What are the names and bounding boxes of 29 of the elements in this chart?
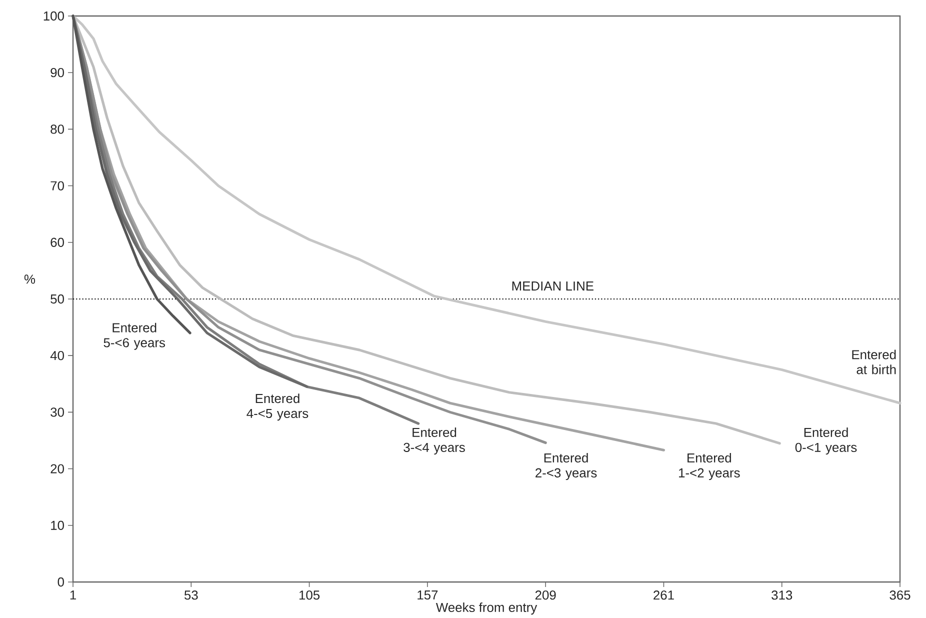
series-label: Entered 1-<2 years bbox=[679, 453, 740, 480]
series-label: Entered 3-<4 years bbox=[404, 428, 465, 455]
x-tick-label: 105 bbox=[299, 590, 320, 600]
x-tick-label: 1 bbox=[70, 590, 76, 600]
series-label: Entered 5-<6 years bbox=[104, 322, 166, 350]
series-label: Entered at birth bbox=[852, 350, 896, 374]
y-tick-label: 10 bbox=[51, 520, 64, 530]
series-label: Entered 4-<5 years bbox=[246, 394, 308, 421]
x-tick-label: 365 bbox=[890, 590, 910, 600]
x-tick-label: 209 bbox=[535, 590, 556, 600]
x-tick-label: 261 bbox=[654, 590, 674, 600]
series-label: Entered 0-<1 years bbox=[795, 428, 857, 455]
series-label: Entered 2-<3 years bbox=[536, 453, 597, 480]
y-tick-label: 80 bbox=[50, 124, 64, 134]
x-tick-label: 53 bbox=[184, 590, 198, 600]
ref-line-label: MEDIAN LINE bbox=[512, 282, 594, 291]
y-tick-label: 60 bbox=[50, 238, 64, 248]
y-axis-title: % bbox=[24, 274, 36, 284]
y-tick-label: 100 bbox=[44, 11, 64, 21]
y-tick-label: 20 bbox=[50, 464, 64, 474]
x-tick-label: 313 bbox=[772, 590, 792, 600]
x-tick-label: 157 bbox=[418, 590, 438, 600]
y-tick-label: 90 bbox=[50, 68, 64, 78]
y-tick-label: 30 bbox=[50, 408, 64, 417]
y-tick-label: 40 bbox=[50, 351, 64, 360]
y-tick-label: 70 bbox=[50, 181, 64, 190]
y-tick-label: 50 bbox=[50, 294, 64, 304]
x-axis-title: Weeks from entry bbox=[436, 602, 538, 615]
y-tick-label: 0 bbox=[58, 577, 64, 587]
